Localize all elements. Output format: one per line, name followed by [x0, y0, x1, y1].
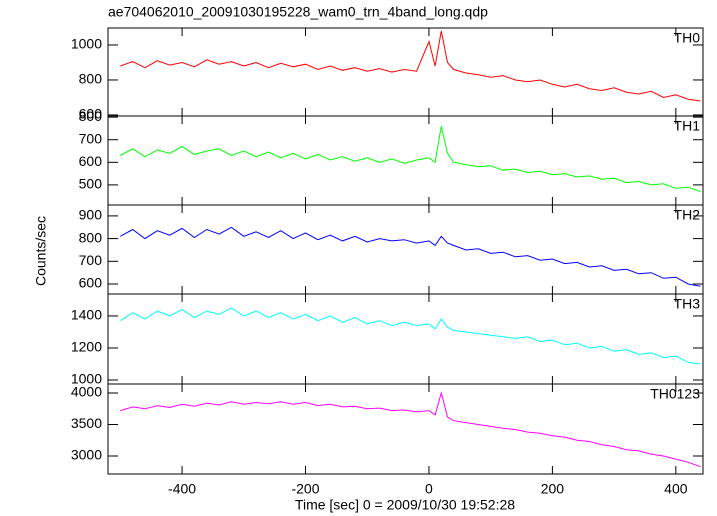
y-tick-label: 600 [79, 106, 103, 122]
y-tick-label: 800 [79, 229, 103, 245]
data-line [120, 30, 701, 102]
y-tick-label: 4000 [71, 384, 102, 400]
panel-label: TH0123 [650, 386, 700, 402]
data-line [120, 226, 701, 287]
x-tick-label: -400 [168, 481, 196, 497]
y-tick-label: 1000 [71, 36, 102, 52]
panel-frame [107, 27, 704, 117]
y-tick-label: 1200 [71, 339, 102, 355]
x-tick-label: 200 [541, 481, 565, 497]
y-tick-label: 3000 [71, 447, 102, 463]
panel-label: TH3 [674, 296, 701, 312]
y-tick-label: 900 [79, 207, 103, 223]
panel-label: TH0 [674, 30, 701, 46]
x-tick-label: 400 [664, 481, 688, 497]
y-tick-label: 800 [79, 108, 103, 124]
panel-label: TH1 [674, 118, 701, 134]
data-line [120, 126, 701, 193]
y-tick-label: 500 [79, 176, 103, 192]
y-tick-label: 700 [79, 252, 103, 268]
y-tick-label: 800 [79, 71, 103, 87]
panel-frame [107, 383, 704, 475]
panel-frame [107, 293, 704, 385]
y-axis-label: Counts/sec [33, 216, 49, 286]
x-tick-label: 0 [425, 481, 433, 497]
y-tick-label: 700 [79, 130, 103, 146]
panel-label: TH2 [674, 207, 701, 223]
data-line [120, 391, 701, 468]
panel-frame [107, 204, 704, 295]
y-tick-label: 1000 [71, 371, 102, 387]
data-line [120, 307, 701, 365]
chart-title: ae704062010_20091030195228_wam0_trn_4ban… [108, 4, 488, 20]
y-tick-label: 1400 [71, 307, 102, 323]
panel-frame [107, 115, 704, 206]
y-tick-label: 3500 [71, 415, 102, 431]
x-tick-label: -200 [291, 481, 319, 497]
y-tick-label: 600 [79, 153, 103, 169]
x-axis-label: Time [sec] 0 = 2009/10/30 19:52:28 [295, 497, 515, 513]
y-tick-label: 600 [79, 275, 103, 291]
